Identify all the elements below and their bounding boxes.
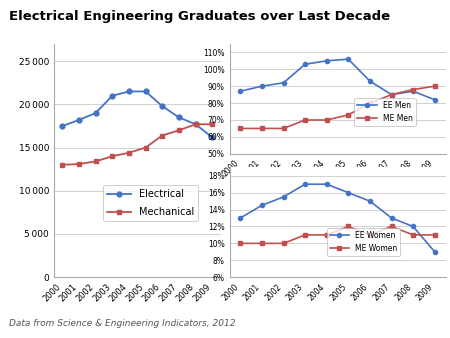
ME Women [432,233,437,237]
EE Men [324,59,329,63]
EE Women [302,182,308,186]
Mechanical [76,162,81,166]
EE Women [259,203,265,208]
ME Women [259,241,265,245]
ME Women [410,233,416,237]
Mechanical [110,154,115,158]
Electrical [93,111,98,115]
Mechanical [210,122,215,126]
Mechanical [93,160,98,164]
EE Men [389,93,394,97]
ME Women [346,224,351,228]
EE Women [432,250,437,254]
Electrical [143,90,148,94]
Text: Electrical Engineering Graduates over Last Decade: Electrical Engineering Graduates over La… [9,10,390,23]
ME Women [281,241,286,245]
Line: Electrical: Electrical [60,89,215,140]
Legend: EE Men, ME Men: EE Men, ME Men [355,98,416,126]
EE Men [281,81,286,85]
Electrical [60,124,65,128]
ME Men [432,84,437,88]
Mechanical [193,122,198,126]
ME Men [389,93,394,97]
EE Women [238,216,243,220]
ME Women [324,233,329,237]
Mechanical [159,134,165,138]
Electrical [159,104,165,108]
EE Men [259,84,265,88]
ME Women [302,233,308,237]
EE Women [346,191,351,195]
Line: EE Women: EE Women [238,182,437,254]
Electrical [176,115,182,119]
Electrical [210,135,215,139]
EE Women [281,195,286,199]
ME Men [259,126,265,130]
EE Men [238,89,243,93]
Legend: Electrical, Mechanical: Electrical, Mechanical [103,186,198,221]
EE Men [367,79,373,83]
EE Women [389,216,394,220]
Legend: EE Women, ME Women: EE Women, ME Women [327,228,400,256]
Electrical [193,122,198,126]
Line: ME Women: ME Women [238,224,437,245]
EE Men [410,89,416,93]
Electrical [110,94,115,98]
Electrical [126,90,132,94]
Mechanical [143,146,148,150]
ME Men [324,118,329,122]
ME Men [346,113,351,117]
Line: EE Men: EE Men [238,57,437,102]
ME Women [389,224,394,228]
ME Men [238,126,243,130]
EE Men [432,98,437,102]
Mechanical [126,151,132,155]
Mechanical [176,128,182,132]
EE Men [302,62,308,66]
EE Women [367,199,373,203]
Line: ME Men: ME Men [238,84,437,130]
EE Men [346,57,351,61]
ME Men [410,88,416,92]
ME Men [302,118,308,122]
Mechanical [60,163,65,167]
ME Men [281,126,286,130]
Text: Data from Science & Engineering Indicators, 2012: Data from Science & Engineering Indicato… [9,319,235,328]
ME Men [367,101,373,105]
EE Women [324,182,329,186]
ME Women [367,233,373,237]
EE Women [410,224,416,228]
ME Women [238,241,243,245]
Electrical [76,118,81,122]
Line: Mechanical: Mechanical [60,122,215,167]
